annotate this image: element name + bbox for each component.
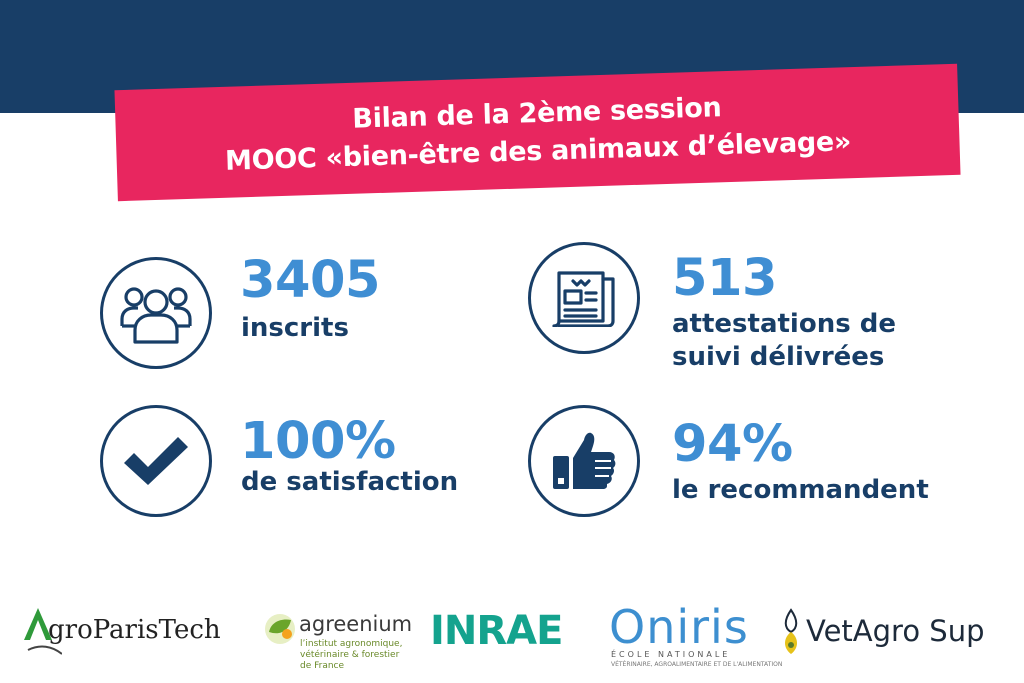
- stat-label-attestations-line1: attestations de: [672, 309, 896, 339]
- vetagro-sup: Sup: [929, 614, 985, 648]
- inrae-logo: INRAE: [430, 608, 563, 654]
- stat-number-inscrits: 3405: [240, 251, 380, 310]
- stat-label-inscrits: inscrits: [241, 313, 349, 343]
- people-group-icon: [100, 257, 212, 369]
- thumbs-up-icon: [528, 405, 640, 517]
- partner-logos: groParisTech agreenium l’institut agrono…: [0, 590, 1024, 683]
- checkmark-icon: [100, 405, 212, 517]
- agreenium-subtitle-3: de France: [300, 661, 345, 671]
- agreenium-subtitle-1: l’institut agronomique,: [300, 639, 403, 649]
- agroparistech-mark-icon: [24, 608, 62, 655]
- stat-number-recommandent: 94%: [672, 415, 793, 474]
- agreenium-leaf-icon: [265, 614, 295, 644]
- vetagro-text: VetAgro Sup: [806, 614, 985, 648]
- agroparistech-text: groParisTech: [48, 615, 221, 645]
- stat-number-attestations: 513: [672, 249, 777, 308]
- stat-label-satisfaction: de satisfaction: [241, 467, 459, 497]
- vetagro-drop-icon: [784, 608, 798, 654]
- agreenium-name: agreenium: [299, 612, 413, 636]
- stat-number-satisfaction: 100%: [240, 412, 396, 471]
- oniris-text: Oniris: [609, 600, 749, 654]
- document-icon: [528, 242, 640, 354]
- oniris-logo: Oniris ÉCOLE NATIONALE VÉTÉRINAIRE, AGRO…: [609, 600, 782, 668]
- oniris-subtitle-1: ÉCOLE NATIONALE: [611, 650, 731, 659]
- oniris-subtitle-2: VÉTÉRINAIRE, AGROALIMENTAIRE ET DE L'ALI…: [611, 661, 783, 668]
- stat-label-recommandent: le recommandent: [672, 475, 929, 505]
- stat-label-attestations-line2: suivi délivrées: [672, 342, 885, 372]
- agreenium-subtitle-2: vétérinaire & forestier: [300, 650, 400, 660]
- vetagro-name: VetAgro: [806, 614, 921, 648]
